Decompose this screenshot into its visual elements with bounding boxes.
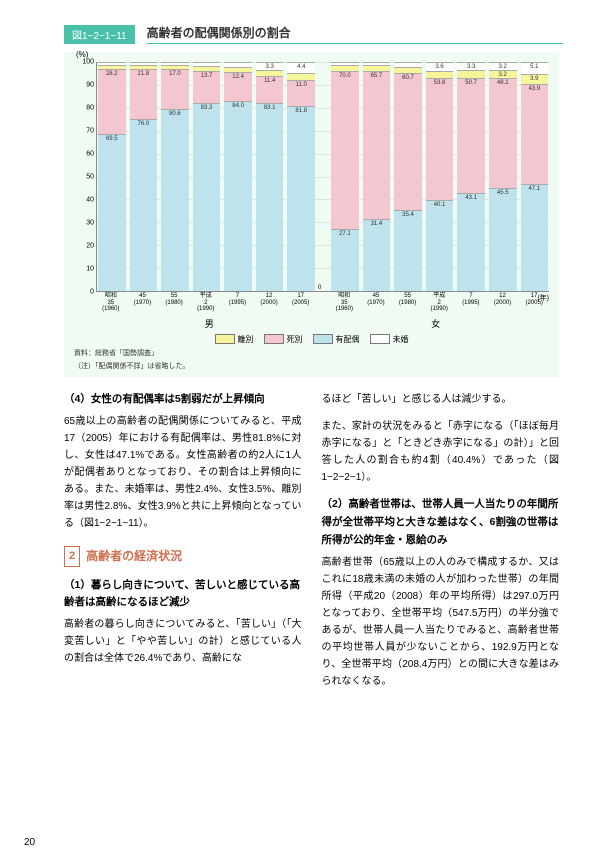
y-tick: 30 <box>86 220 94 227</box>
bar: 69.528.2 <box>98 62 126 291</box>
y-tick: 20 <box>86 243 94 250</box>
y-tick: 10 <box>86 266 94 273</box>
x-label: 昭和35(1960) <box>97 293 125 313</box>
chart-legend: 離別死別有配偶未婚 <box>74 334 549 345</box>
x-label: 平成2(1990) <box>192 293 220 313</box>
figure-tag: 図1−2−1−11 <box>64 25 135 44</box>
chart-panel: (%) 0102030405060708090100 69.528.276.02… <box>64 52 559 377</box>
x-label: 55(1980) <box>160 293 188 313</box>
y-tick: 70 <box>86 128 94 135</box>
left-column: （4）女性の有配偶率は5割弱だが上昇傾向 65歳以上の高齢者の配偶関係についてみ… <box>64 391 302 700</box>
section-heading: 2 高齢者の経済状況 <box>64 546 302 567</box>
x-label: 45(1970) <box>362 293 390 313</box>
x-label: 7(1995) <box>224 293 252 313</box>
chart-note: （注）「配偶関係不詳」は省略した。 <box>74 362 549 371</box>
y-axis: (%) 0102030405060708090100 <box>74 62 96 292</box>
right-column: るほど「苦しい」と感じる人は減少する。 また、家計の状況をみると「赤字になる（「… <box>322 391 560 700</box>
legend-item: 死別 <box>264 334 303 345</box>
heading-4-1: （4）女性の有配偶率は5割弱だが上昇傾向 <box>64 391 302 409</box>
y-tick: 90 <box>86 82 94 89</box>
heading-4-2: （1）暮らし向きについて、苦しいと感じている高齢者は高齢になるほど減少 <box>64 577 302 613</box>
chart-source: 資料：総務省「国勢調査」 <box>74 349 549 358</box>
bar: 83.111.43.3 <box>256 62 284 291</box>
x-unit: (年) <box>537 293 549 303</box>
bar: 81.811.04.4 <box>287 62 315 291</box>
x-label: 55(1980) <box>394 293 422 313</box>
x-label: 12(2000) <box>255 293 283 313</box>
y-tick: 80 <box>86 105 94 112</box>
bar: 47.143.93.95.1 <box>521 62 549 291</box>
x-label: 17(2005) <box>287 293 315 313</box>
paragraph: 高齢者の暮らし向きについてみると、「苦しい」（「大変苦しい」と「やや苦しい」の計… <box>64 616 302 667</box>
axis-group-label: 男 <box>96 313 323 330</box>
y-tick: 100 <box>82 59 94 66</box>
x-label: 45(1970) <box>129 293 157 313</box>
legend-item: 未婚 <box>370 334 409 345</box>
bar: 45.548.13.23.2 <box>489 62 517 291</box>
legend-item: 有配偶 <box>313 334 360 345</box>
section-title: 高齢者の経済状況 <box>86 546 182 566</box>
figure-title: 高齢者の配偶関係別の割合 <box>147 24 563 44</box>
heading-4-3: （2）高齢者世帯は、世帯人員一人当たりの年間所得が全世帯平均と大きな差はなく、6… <box>322 496 560 550</box>
y-tick: 40 <box>86 197 94 204</box>
legend-item: 離別 <box>215 334 254 345</box>
bar: 76.021.8 <box>130 62 158 291</box>
paragraph: また、家計の状況をみると「赤字になる（「ほぼ毎月赤字になる」と「ときどき赤字にな… <box>322 418 560 486</box>
section-number: 2 <box>64 546 80 567</box>
bar: 80.617.0 <box>161 62 189 291</box>
paragraph: 高齢者世帯（65歳以上の人のみで構成するか、又はこれに18歳未満の未婚の人が加わ… <box>322 554 560 690</box>
bar: 43.150.73.3 <box>457 62 485 291</box>
x-label: 7(1995) <box>457 293 485 313</box>
x-label: 平成2(1990) <box>425 293 453 313</box>
y-tick: 0 <box>90 289 94 296</box>
bar: 31.465.7 <box>363 62 391 291</box>
paragraph: 65歳以上の高齢者の配偶関係についてみると、平成17（2005）年における有配偶… <box>64 413 302 532</box>
axis-group-label: 女 <box>323 313 550 330</box>
plot-area: 69.528.276.021.880.617.083.313.784.012.4… <box>96 62 549 292</box>
bar: 35.460.7 <box>394 62 422 291</box>
x-label: 昭和35(1960) <box>330 293 358 313</box>
bar: 84.012.4 <box>224 62 252 291</box>
paragraph: るほど「苦しい」と感じる人は減少する。 <box>322 391 560 408</box>
bar: 27.170.0 <box>331 62 359 291</box>
bar: 40.153.83.6 <box>426 62 454 291</box>
y-tick: 60 <box>86 151 94 158</box>
x-label: 12(2000) <box>489 293 517 313</box>
page-number: 20 <box>24 837 35 848</box>
bar: 83.313.7 <box>193 62 221 291</box>
y-tick: 50 <box>86 174 94 181</box>
